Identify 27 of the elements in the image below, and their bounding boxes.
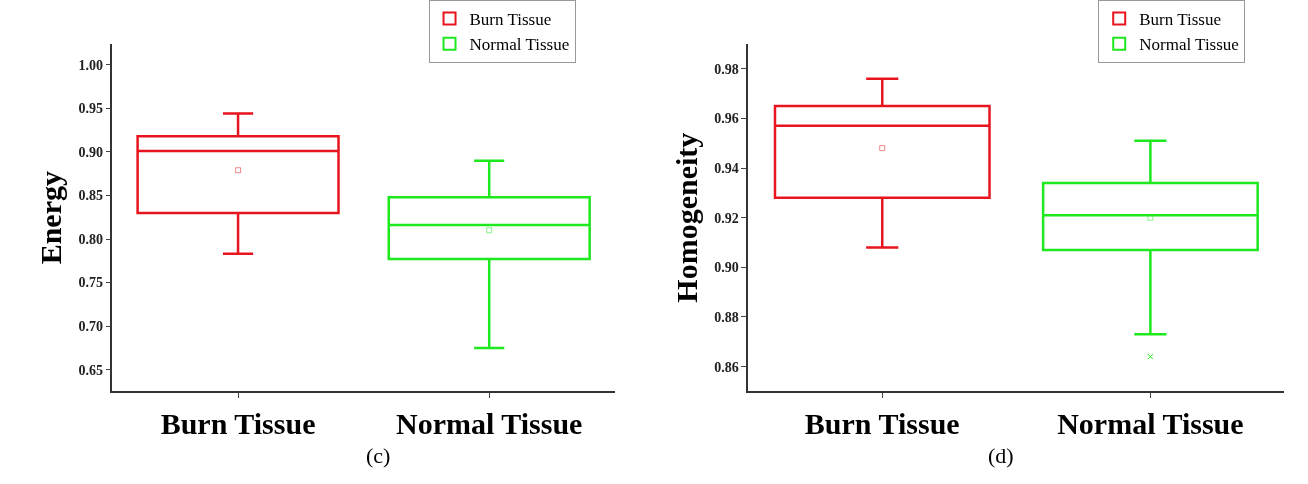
text: (d) [988,443,1014,468]
y-tick-label: 0.92 [714,210,739,226]
legend-label: Normal Tissue [1139,35,1239,55]
x-tick-label: Normal Tissue [395,407,583,441]
y-tick-label: 0.85 [78,188,103,204]
x-tick-label: Burn Tissue [804,407,960,441]
text: (c) [366,443,391,468]
y-tick-label: 0.96 [714,111,739,127]
y-tick-label: 0.94 [714,160,739,176]
y-tick-label: 1.00 [78,57,103,73]
y-axis-title: Energy [33,171,67,265]
y-tick-label: 0.90 [714,260,739,276]
legend-label: Burn Tissue [469,10,552,30]
legend-label: Burn Tissue [1139,10,1221,30]
y-tick-label: 0.90 [78,144,103,160]
y-tick-label: 0.80 [78,231,103,247]
y-tick-label: 0.65 [78,362,103,378]
y-tick-label: 0.98 [714,61,739,77]
y-axis-title: Homogeneity [669,132,703,303]
x-tick-label: Burn Tissue [160,407,316,441]
y-tick-label: 0.95 [78,101,103,117]
y-tick-label: 0.86 [714,359,739,375]
y-tick-label: 0.70 [78,319,103,335]
y-tick-label: 0.75 [78,275,103,291]
y-tick-label: 0.88 [714,309,739,325]
legend-label: Normal Tissue [469,35,570,55]
x-tick-label: Normal Tissue [1057,407,1244,441]
